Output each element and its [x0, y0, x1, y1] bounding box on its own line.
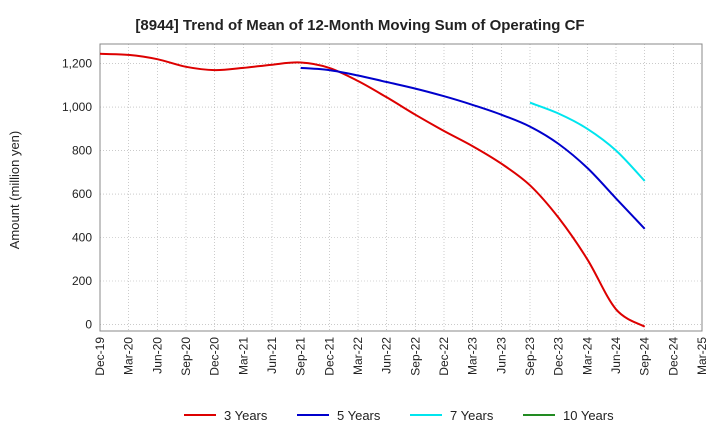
- x-tick-label: Dec-19: [93, 337, 107, 376]
- x-tick-label: Dec-21: [322, 337, 336, 376]
- legend-label-3-years: 3 Years: [224, 408, 268, 423]
- x-tick-label: Dec-22: [437, 337, 451, 376]
- x-tick-label: Mar-20: [122, 337, 136, 375]
- y-tick-label: 0: [85, 317, 92, 331]
- x-tick-label: Jun-22: [380, 337, 394, 374]
- grid-lines: [99, 44, 703, 331]
- y-axis-label: Amount (million yen): [7, 131, 22, 250]
- x-tick-label: Mar-24: [580, 337, 594, 375]
- series-line-5-years: [300, 66, 646, 230]
- y-tick-label: 600: [72, 187, 92, 201]
- x-tick-label: Jun-21: [265, 337, 279, 374]
- legend: 3 Years 5 Years 7 Years 10 Years: [184, 408, 614, 423]
- y-tick-label: 200: [72, 274, 92, 288]
- y-tick-label: 1,000: [62, 100, 92, 114]
- x-tick-label: Sep-24: [638, 337, 652, 376]
- x-tick-label: Mar-25: [695, 337, 709, 375]
- plot-area: [99, 43, 703, 332]
- y-tick-label: 800: [72, 144, 92, 158]
- x-tick-label: Dec-23: [552, 337, 566, 376]
- legend-label-5-years: 5 Years: [337, 408, 381, 423]
- y-tick-label: 400: [72, 231, 92, 245]
- series-line-7-years: [529, 101, 646, 182]
- x-tick-label: Dec-20: [208, 337, 222, 376]
- x-tick-label: Jun-23: [494, 337, 508, 374]
- x-tick-label: Sep-23: [523, 337, 537, 376]
- x-tick-label: Sep-22: [408, 337, 422, 376]
- x-tick-label: Mar-22: [351, 337, 365, 375]
- y-axis: 0 200 400 600 800 1,000 1,200: [62, 57, 92, 332]
- x-axis: Dec-19 Mar-20 Jun-20 Sep-20 Dec-20 Mar-21 Jun-…: [93, 337, 709, 376]
- x-tick-label: Sep-20: [179, 337, 193, 376]
- series-lines: [99, 52, 646, 328]
- x-tick-label: Mar-21: [236, 337, 250, 375]
- series-line-3-years: [99, 52, 646, 328]
- y-tick-label: 1,200: [62, 57, 92, 71]
- x-tick-label: Jun-20: [150, 337, 164, 374]
- legend-label-10-years: 10 Years: [563, 408, 614, 423]
- x-tick-label: Jun-24: [609, 337, 623, 374]
- x-tick-label: Dec-24: [666, 337, 680, 376]
- legend-label-7-years: 7 Years: [450, 408, 494, 423]
- x-tick-label: Sep-21: [294, 337, 308, 376]
- x-tick-label: Mar-23: [466, 337, 480, 375]
- chart-title: [8944] Trend of Mean of 12-Month Moving …: [135, 17, 584, 34]
